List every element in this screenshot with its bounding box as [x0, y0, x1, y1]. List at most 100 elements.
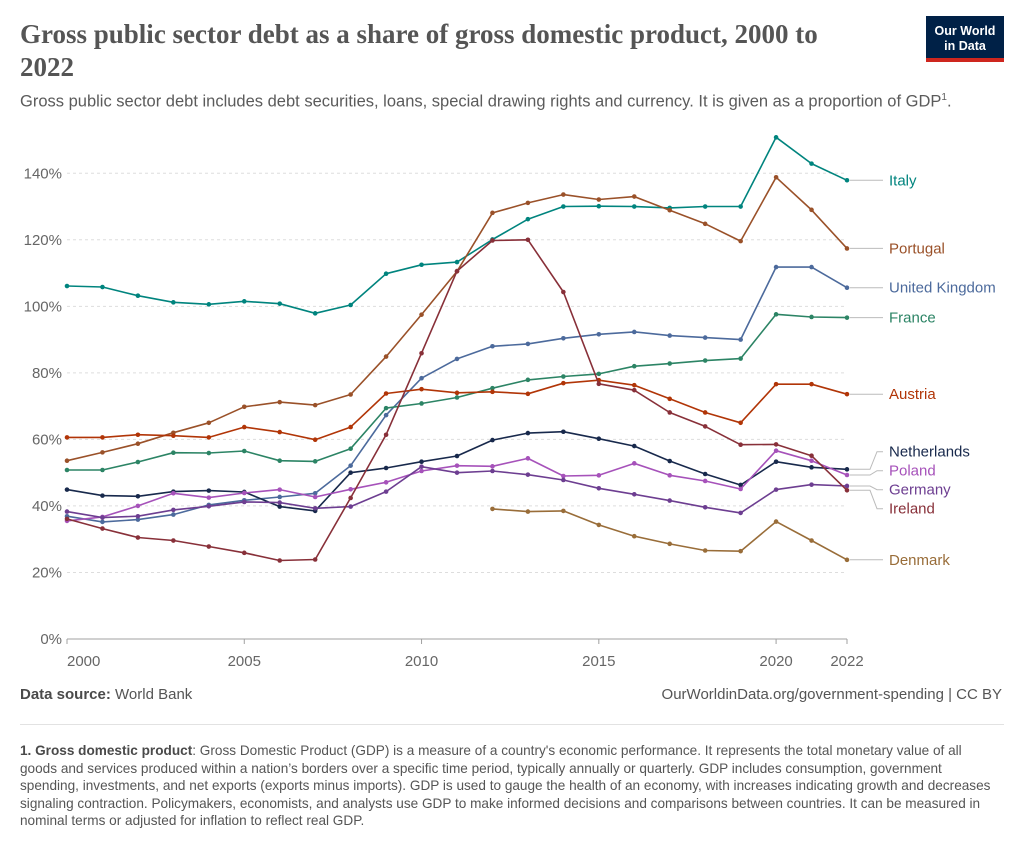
data-point-italy [702, 204, 708, 209]
series-line-italy [66, 136, 848, 315]
data-point-italy [596, 203, 602, 209]
source-link[interactable]: OurWorldinData.org/government-spending |… [661, 686, 1002, 703]
data-point-united-kingdom [490, 343, 495, 349]
data-point-italy [171, 300, 176, 305]
data-point-france [277, 458, 283, 463]
data-point-ireland [702, 424, 708, 429]
data-point-netherlands [596, 436, 602, 442]
data-point-france [809, 314, 814, 320]
data-point-ireland [454, 268, 460, 274]
data-point-poland [312, 494, 318, 500]
data-point-portugal [241, 404, 247, 410]
data-point-portugal [100, 450, 105, 455]
data-point-netherlands [206, 488, 212, 493]
series-line-austria [67, 379, 848, 441]
data-point-poland [738, 486, 743, 492]
data-point-poland [525, 456, 531, 461]
data-point-italy [631, 204, 637, 209]
series-label-netherlands: Netherlands [889, 444, 970, 461]
data-point-germany [171, 507, 176, 513]
data-point-italy [206, 302, 212, 307]
data-point-poland [277, 487, 283, 492]
data-point-portugal [667, 207, 673, 213]
data-point-netherlands [844, 467, 850, 472]
data-point-austria [419, 386, 424, 392]
series-line-poland [66, 449, 848, 522]
data-point-germany [738, 510, 743, 516]
data-point-germany [206, 503, 212, 509]
data-point-poland [206, 495, 212, 500]
data-point-netherlands [64, 487, 70, 492]
series-label-portugal: Portugal [889, 240, 945, 257]
series-label-italy: Italy [889, 172, 917, 189]
data-point-france [525, 377, 531, 383]
data-point-poland [667, 473, 673, 478]
data-point-poland [631, 461, 637, 466]
data-point-poland [809, 458, 814, 463]
data-point-italy [135, 293, 141, 298]
data-point-france [844, 315, 850, 320]
data-point-france [667, 361, 673, 366]
data-point-portugal [348, 392, 353, 397]
chart-title: Gross public sector debt as a share of g… [20, 19, 818, 82]
data-point-austria [490, 389, 495, 395]
data-point-denmark [631, 533, 637, 539]
data-point-poland [490, 464, 495, 469]
data-point-portugal [525, 200, 531, 206]
data-point-denmark [702, 548, 708, 553]
data-point-italy [844, 177, 850, 183]
label-connector-poland [850, 470, 883, 476]
series-label-united-kingdom: United Kingdom [889, 280, 996, 297]
data-point-portugal [561, 192, 566, 197]
data-point-portugal [490, 210, 495, 216]
data-point-united-kingdom [100, 519, 105, 525]
series-label-france: France [889, 310, 936, 327]
data-point-germany [561, 477, 566, 483]
data-point-ireland [561, 289, 566, 295]
data-point-austria [809, 381, 814, 387]
series-line-portugal [66, 176, 848, 462]
data-point-poland [171, 490, 176, 496]
data-point-italy [419, 262, 424, 268]
y-tick-label: 0% [40, 631, 62, 648]
data-point-ireland [135, 535, 141, 540]
data-point-austria [667, 396, 673, 402]
data-point-ireland [100, 526, 105, 531]
data-point-denmark [667, 541, 673, 547]
data-point-germany [100, 515, 105, 520]
data-point-germany [809, 482, 814, 487]
data-point-france [64, 467, 70, 473]
data-point-portugal [738, 238, 743, 244]
owid-logo[interactable]: Our World in Data [926, 16, 1004, 62]
data-point-netherlands [738, 482, 743, 488]
series-label-denmark: Denmark [889, 552, 950, 569]
data-point-france [631, 363, 637, 369]
data-point-netherlands [277, 504, 283, 509]
data-point-italy [348, 302, 353, 308]
data-point-germany [702, 504, 708, 510]
data-point-austria [64, 435, 70, 440]
data-point-united-kingdom [419, 375, 424, 381]
data-point-denmark [561, 508, 566, 514]
data-point-united-kingdom [312, 490, 318, 496]
data-point-france [206, 450, 212, 456]
data-point-austria [100, 435, 105, 440]
source-value[interactable]: World Bank [115, 686, 193, 703]
data-point-ireland [64, 516, 70, 522]
data-point-united-kingdom [667, 333, 673, 338]
data-point-france [419, 401, 424, 406]
data-point-united-kingdom [135, 517, 141, 522]
data-point-italy [100, 284, 105, 290]
data-point-denmark [773, 519, 779, 524]
data-point-italy [241, 299, 247, 304]
y-tick-label: 40% [32, 498, 62, 515]
data-point-austria [525, 391, 531, 397]
data-point-united-kingdom [773, 264, 779, 270]
data-point-portugal [631, 194, 637, 199]
data-point-france [490, 385, 495, 391]
footer-divider [20, 724, 1004, 725]
data-point-austria [454, 390, 460, 396]
series-line-denmark [492, 508, 848, 561]
data-point-austria [738, 420, 743, 426]
footnote-ref[interactable]: 1 [941, 92, 947, 103]
